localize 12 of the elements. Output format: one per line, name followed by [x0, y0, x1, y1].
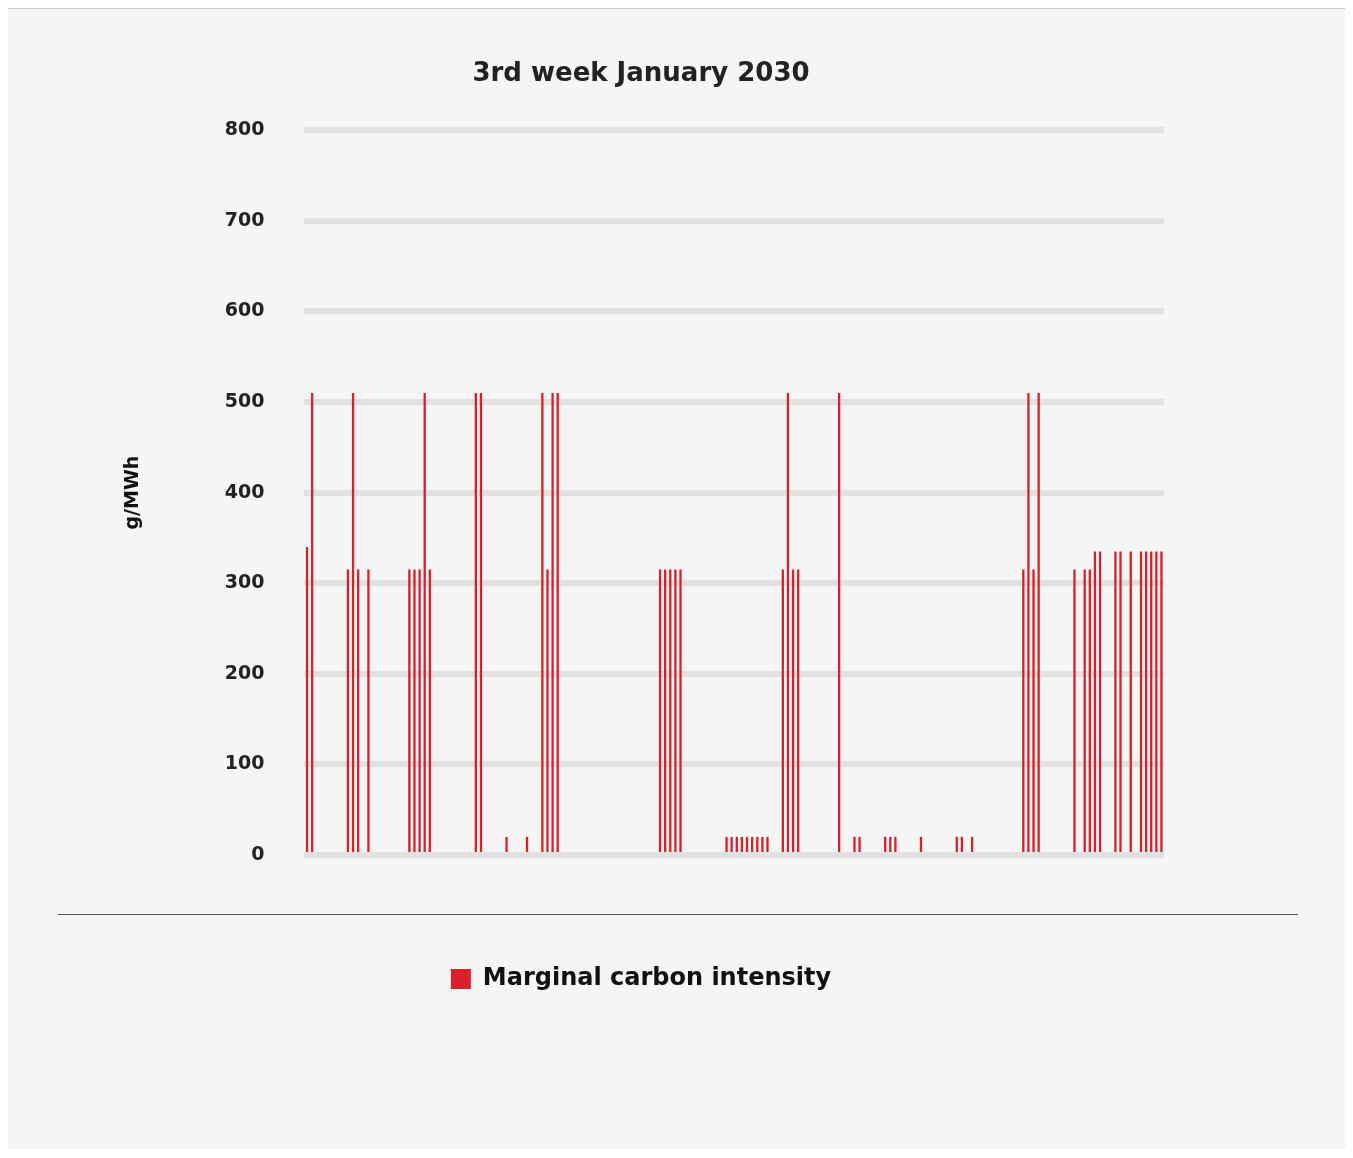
y-tick-label: 500: [224, 388, 265, 411]
y-tick-label: 200: [224, 660, 265, 683]
y-tick-label: 400: [224, 479, 265, 502]
y-axis-title: g/MWh: [120, 455, 143, 530]
y-tick-label: 0: [251, 841, 265, 864]
y-tick-label: 700: [224, 207, 265, 230]
chart-title: 3rd week January 2030: [472, 57, 810, 88]
legend-label: Marginal carbon intensity: [482, 963, 832, 992]
y-tick-label: 800: [224, 117, 265, 140]
y-tick-label: 300: [224, 570, 265, 593]
y-tick-label: 600: [224, 298, 265, 321]
y-tick-label: 100: [224, 751, 265, 774]
